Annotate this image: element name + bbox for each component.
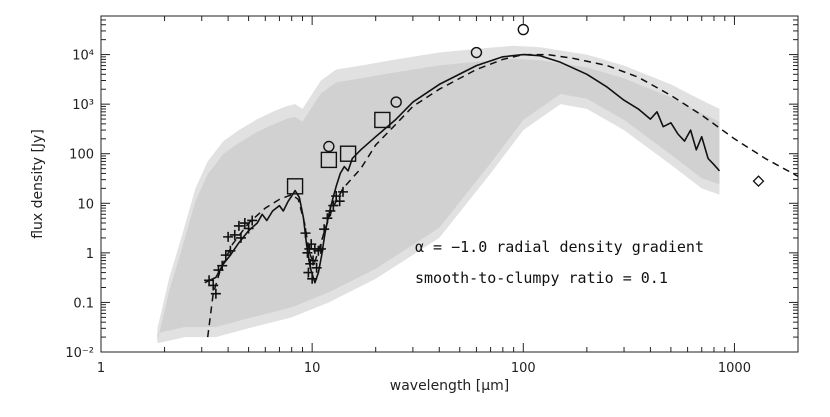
y-tick-label: 10 (77, 197, 94, 212)
model-grid-band (157, 45, 720, 344)
square-marker (286, 178, 304, 195)
plus-marker (331, 191, 342, 202)
plus-marker (338, 186, 349, 197)
plus-marker (220, 250, 231, 261)
y-tick-label: 0.1 (73, 296, 94, 311)
model-grid-band-area (157, 45, 720, 344)
plus-marker (303, 267, 314, 278)
x-tick-label: 10 (304, 361, 321, 376)
plus-marker (307, 273, 318, 284)
plus-marker (300, 228, 311, 239)
y-tick-label: 100 (69, 148, 94, 163)
square-marker (374, 111, 391, 129)
y-tick-label: 10⁻² (65, 346, 94, 361)
plus-marker (325, 205, 336, 216)
plus-marker (204, 275, 215, 286)
plus-marker (208, 280, 219, 291)
square-marker (339, 145, 357, 162)
circle-marker (517, 23, 529, 36)
plus-marker (229, 229, 240, 240)
plus-marker (217, 260, 228, 271)
y-tick-label: 1 (86, 247, 94, 262)
model-grid-band-core (157, 58, 720, 342)
x-tick-label: 100 (511, 361, 536, 376)
plus-marker (239, 218, 250, 229)
y-tick-label: 10⁴ (72, 49, 94, 64)
plus-marker (308, 255, 319, 266)
square-marker (320, 151, 338, 169)
annotation-density-gradient: α = −1.0 radial density gradient (415, 238, 704, 256)
axes (100, 15, 799, 353)
y-tick-label: 10³ (72, 98, 94, 113)
plus-marker (223, 231, 234, 242)
plus-marker (322, 213, 333, 224)
diamond-marker (752, 175, 765, 188)
plus-marker (247, 215, 258, 226)
annotation-smooth-clumpy: smooth-to-clumpy ratio = 0.1 (415, 269, 668, 287)
plus-marker (311, 262, 322, 273)
model-curves (204, 53, 799, 338)
plus-marker (334, 196, 345, 207)
plus-marker (233, 220, 244, 231)
circle-marker (323, 140, 335, 153)
x-axis-title: wavelength [μm] (390, 378, 509, 394)
circle-marker (470, 46, 483, 59)
plus-marker (328, 200, 339, 211)
plus-marker (319, 224, 330, 235)
plus-marker (225, 245, 236, 256)
plot-frame (100, 15, 799, 353)
photometry-markers (204, 23, 765, 299)
x-tick-label: 1 (97, 361, 105, 376)
plus-marker (315, 243, 326, 254)
x-tick-label: 1000 (718, 361, 751, 376)
circle-marker (390, 96, 402, 108)
plus-marker (243, 223, 254, 234)
plus-marker (210, 288, 221, 299)
y-axis-title: flux density [Jy] (30, 129, 46, 239)
chart-text: 1 10 100 1000 10⁻² 0.1 1 10 100 10³ 10⁴ wavelength … (30, 49, 751, 394)
model-sed-solid-line (204, 53, 721, 284)
plus-marker (235, 232, 246, 243)
